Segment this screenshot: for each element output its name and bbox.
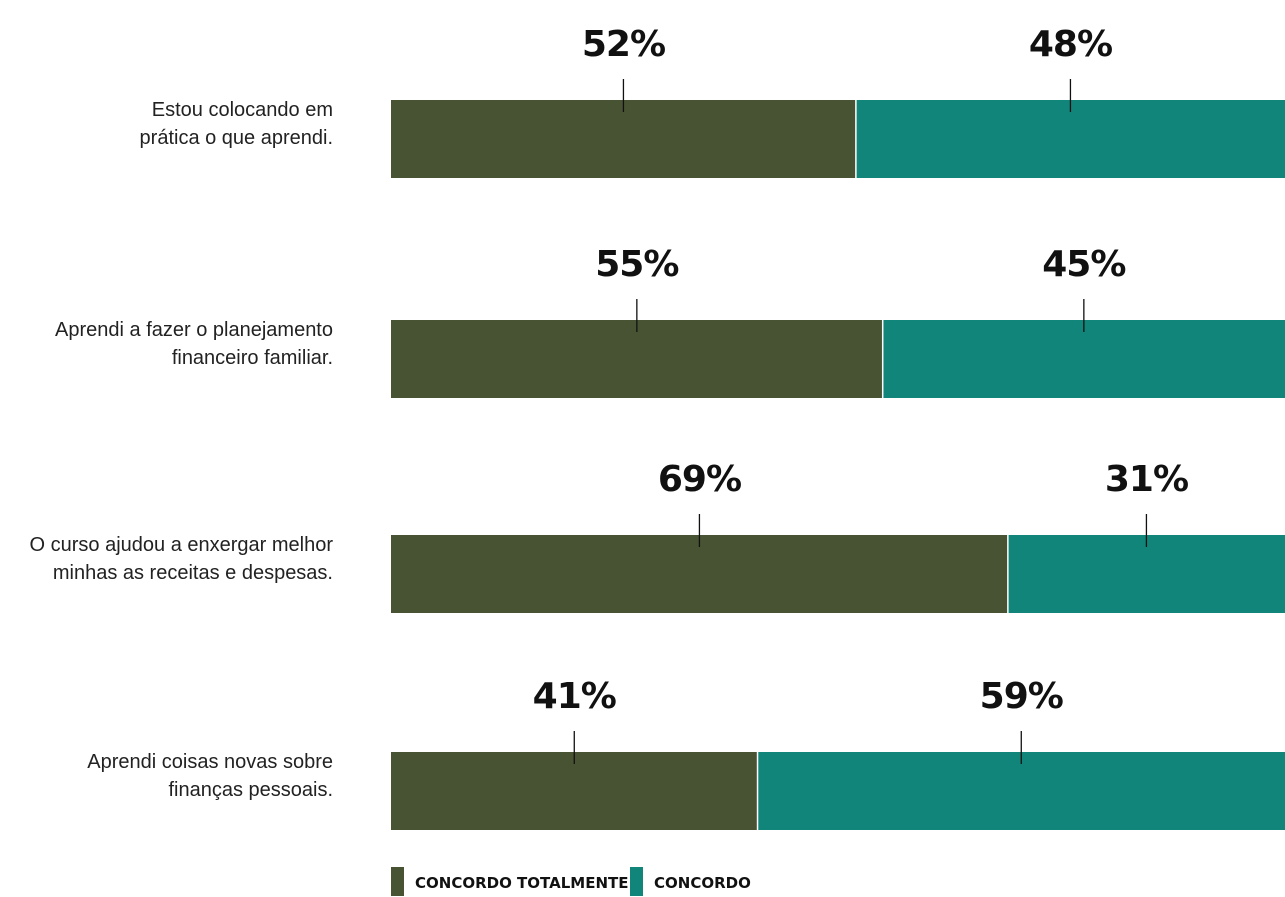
legend-label: CONCORDO TOTALMENTE	[415, 874, 628, 892]
data-label: 45%	[1042, 244, 1125, 285]
bar-segment-concordo	[1007, 535, 1285, 613]
legend-swatch	[630, 867, 643, 896]
data-label: 41%	[533, 676, 616, 717]
bar-segment-concordo-totalmente	[391, 535, 1008, 613]
bar-segment-concordo	[757, 752, 1285, 830]
category-label-line: Aprendi a fazer o planejamento	[55, 319, 333, 341]
category-label-line: Estou colocando em	[152, 99, 333, 121]
data-label: 69%	[658, 459, 741, 500]
category-label-line: prática o que aprendi.	[140, 127, 333, 149]
data-label: 31%	[1105, 459, 1188, 500]
bar-segment-concordo-totalmente	[391, 752, 758, 830]
category-label-line: financeiro familiar.	[172, 347, 333, 369]
category-label: O curso ajudou a enxergar melhor minhas a…	[30, 534, 334, 584]
category-label: Estou colocando em prática o que aprendi.	[140, 99, 333, 149]
category-label-line: O curso ajudou a enxergar melhor	[30, 534, 334, 556]
data-label: 52%	[582, 24, 665, 65]
legend-item: CONCORDO TOTALMENTE	[391, 867, 628, 896]
legend-label: CONCORDO	[654, 874, 751, 892]
bar-segment-concordo-totalmente	[391, 320, 883, 398]
data-label: 48%	[1029, 24, 1112, 65]
category-label: Aprendi a fazer o planejamento financeiro…	[55, 319, 333, 369]
data-label: 55%	[595, 244, 678, 285]
category-label: Aprendi coisas novas sobre finanças pesso…	[87, 751, 333, 801]
bar-segment-concordo	[882, 320, 1285, 398]
data-label: 59%	[980, 676, 1063, 717]
bar-segment-concordo-totalmente	[391, 100, 856, 178]
legend-swatch	[391, 867, 404, 896]
category-label-line: Aprendi coisas novas sobre	[87, 751, 333, 773]
category-label-line: finanças pessoais.	[168, 779, 333, 801]
category-label-line: minhas as receitas e despesas.	[53, 562, 333, 584]
bar-segment-concordo	[855, 100, 1285, 178]
legend-item: CONCORDO	[630, 867, 751, 896]
